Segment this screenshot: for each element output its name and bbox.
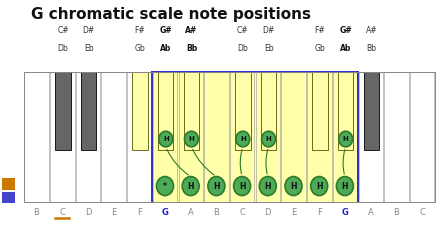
Bar bbox=[153, 72, 177, 202]
Text: Db: Db bbox=[58, 44, 68, 53]
Text: A#: A# bbox=[185, 26, 198, 35]
Text: G#: G# bbox=[159, 26, 172, 35]
Bar bbox=[359, 72, 383, 202]
Bar bbox=[76, 72, 100, 202]
Bar bbox=[230, 72, 254, 202]
Bar bbox=[338, 72, 353, 150]
Bar bbox=[307, 72, 331, 202]
Text: E: E bbox=[291, 207, 296, 216]
Bar bbox=[204, 72, 229, 202]
Bar bbox=[179, 72, 203, 202]
Text: C: C bbox=[59, 207, 65, 216]
Text: H: H bbox=[341, 182, 348, 191]
Circle shape bbox=[285, 177, 302, 196]
Text: D: D bbox=[84, 207, 91, 216]
Bar bbox=[24, 72, 49, 202]
Bar bbox=[384, 72, 409, 202]
Circle shape bbox=[208, 177, 225, 196]
Text: H: H bbox=[290, 182, 297, 191]
Text: D#: D# bbox=[262, 26, 275, 35]
Text: F: F bbox=[137, 207, 142, 216]
Text: H: H bbox=[213, 182, 220, 191]
Circle shape bbox=[337, 177, 353, 196]
Text: B: B bbox=[213, 207, 219, 216]
Circle shape bbox=[236, 131, 250, 147]
Bar bbox=[102, 72, 126, 202]
Bar bbox=[50, 72, 74, 202]
Text: F: F bbox=[317, 207, 322, 216]
Text: A: A bbox=[188, 207, 194, 216]
Text: H: H bbox=[316, 182, 323, 191]
Text: C: C bbox=[419, 207, 425, 216]
Bar bbox=[55, 72, 71, 150]
Text: H: H bbox=[266, 136, 271, 142]
Bar bbox=[364, 72, 379, 150]
Bar bbox=[410, 72, 434, 202]
Text: E: E bbox=[111, 207, 116, 216]
Bar bbox=[2, 178, 15, 190]
Bar bbox=[312, 72, 328, 150]
Text: D: D bbox=[264, 207, 271, 216]
Text: Ab: Ab bbox=[160, 44, 172, 53]
Text: Eb: Eb bbox=[264, 44, 273, 53]
Bar bbox=[152, 72, 358, 202]
Circle shape bbox=[311, 177, 328, 196]
Text: C: C bbox=[239, 207, 245, 216]
Text: A#: A# bbox=[366, 26, 377, 35]
Text: *: * bbox=[163, 182, 167, 191]
Text: G chromatic scale note positions: G chromatic scale note positions bbox=[31, 7, 312, 22]
Bar bbox=[2, 192, 15, 202]
Circle shape bbox=[259, 177, 276, 196]
Circle shape bbox=[262, 131, 275, 147]
Text: Bb: Bb bbox=[186, 44, 197, 53]
Text: B: B bbox=[393, 207, 399, 216]
Text: F#: F# bbox=[315, 26, 325, 35]
Circle shape bbox=[234, 177, 250, 196]
Text: H: H bbox=[187, 182, 194, 191]
Bar bbox=[127, 72, 152, 202]
Text: F#: F# bbox=[135, 26, 146, 35]
Bar bbox=[333, 72, 357, 202]
Text: Eb: Eb bbox=[84, 44, 93, 53]
Bar bbox=[256, 72, 280, 202]
Text: D#: D# bbox=[83, 26, 95, 35]
Bar bbox=[282, 72, 306, 202]
Text: H: H bbox=[239, 182, 246, 191]
Text: Gb: Gb bbox=[315, 44, 325, 53]
Bar bbox=[132, 72, 148, 150]
Circle shape bbox=[184, 131, 198, 147]
Text: H: H bbox=[163, 136, 169, 142]
Bar bbox=[261, 72, 276, 150]
Circle shape bbox=[339, 131, 352, 147]
Text: Gb: Gb bbox=[135, 44, 146, 53]
Circle shape bbox=[157, 177, 173, 196]
Text: H: H bbox=[240, 136, 246, 142]
Text: Db: Db bbox=[238, 44, 248, 53]
Bar bbox=[158, 72, 173, 150]
Text: C#: C# bbox=[237, 26, 249, 35]
Text: A: A bbox=[368, 207, 374, 216]
Circle shape bbox=[159, 131, 172, 147]
Bar bbox=[81, 72, 96, 150]
Text: G#: G# bbox=[339, 26, 352, 35]
Text: B: B bbox=[33, 207, 40, 216]
Text: H: H bbox=[189, 136, 194, 142]
Text: Ab: Ab bbox=[340, 44, 352, 53]
Text: C#: C# bbox=[57, 26, 69, 35]
Text: H: H bbox=[264, 182, 271, 191]
Text: basicmusictheory.com: basicmusictheory.com bbox=[6, 84, 11, 132]
Text: G: G bbox=[161, 207, 169, 216]
Bar bbox=[24, 72, 435, 202]
Text: Bb: Bb bbox=[367, 44, 376, 53]
Bar bbox=[184, 72, 199, 150]
Circle shape bbox=[182, 177, 199, 196]
Text: G: G bbox=[341, 207, 348, 216]
Text: H: H bbox=[343, 136, 348, 142]
Bar bbox=[235, 72, 250, 150]
